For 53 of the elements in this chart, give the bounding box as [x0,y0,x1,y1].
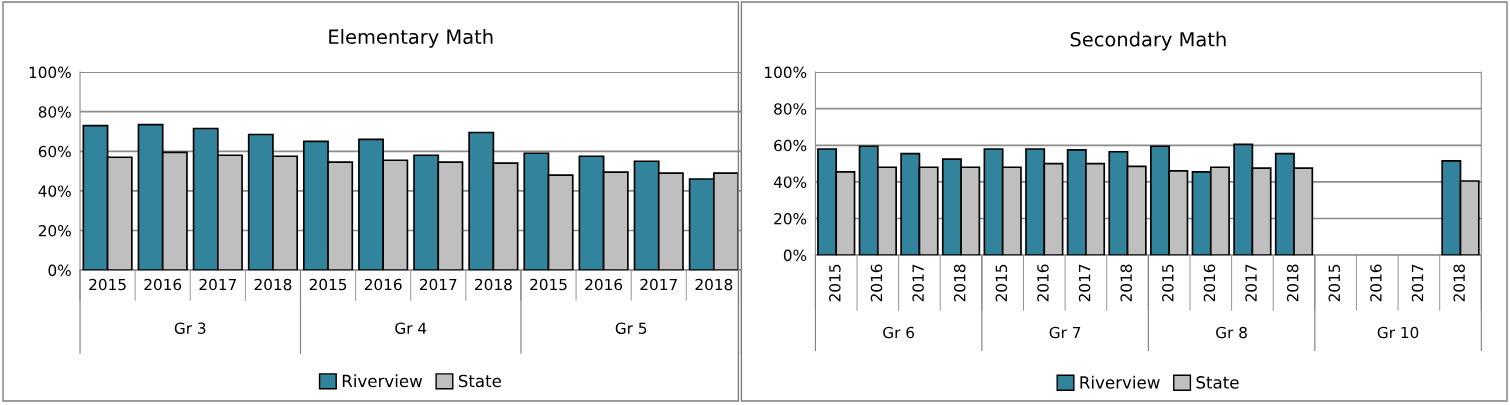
x-tick-label: 2015 [530,278,567,291]
x-tick-label: 2017 [1078,264,1091,302]
x-tick-label: 2015 [309,278,347,291]
x-tick-label: 2018 [475,278,512,291]
legend-label: Riverview [342,374,423,388]
y-tick-label: 0% [783,249,807,262]
text: Gr 7 [1049,326,1081,339]
y-tick-label: 100% [765,66,807,79]
x-tick-label: 2016 [1037,264,1049,302]
legend-label: State [458,374,502,388]
x-tick-label: 2016 [1203,264,1216,302]
y-tick-label: 0% [48,264,71,277]
x-tick-label: 2017 [1245,264,1257,302]
y-tick-label: 20% [774,213,807,225]
chart-title: Elementary Math [329,29,493,48]
text: Gr 4 [395,322,427,334]
y-tick-label: 60% [38,145,71,158]
x-tick-label: 2018 [1120,264,1132,302]
text: Gr 10 [1377,326,1419,339]
y-tick-label: 60% [774,139,807,152]
y-tick-label: 80% [774,103,807,115]
x-tick-label: 2016 [1370,264,1382,302]
y-tick-label: 20% [38,224,71,237]
x-tick-label: 2015 [89,278,126,291]
x-tick-label: 2017 [1411,264,1424,302]
legend-label: State [1196,376,1239,389]
x-tick-label: 2018 [1286,264,1299,302]
x-tick-label: 2015 [995,264,1008,302]
x-tick-label: 2016 [144,278,182,291]
x-tick-label: 2016 [364,278,402,291]
x-tick-label: 2018 [254,278,292,291]
chart-title: Secondary Math [1070,31,1226,51]
y-tick-label: 100% [29,66,71,79]
x-tick-label: 2015 [1162,264,1174,302]
x-tick-label: 2017 [419,278,457,291]
y-tick-label: 40% [773,176,807,188]
x-tick-label: 2016 [870,264,883,302]
text: Gr 8 [1216,326,1247,339]
x-tick-label: 2018 [1453,264,1465,302]
y-tick-label: 80% [38,106,71,118]
text: Gr 5 [615,322,647,334]
text: Gr 3 [174,322,206,334]
y-tick-label: 40% [38,185,71,197]
x-tick-label: 2017 [199,278,236,291]
x-tick-label: 2015 [829,264,841,302]
x-tick-label: 2017 [640,278,677,291]
x-tick-label: 2017 [912,264,924,302]
text: Gr 6 [883,326,915,339]
x-tick-label: 2018 [695,278,733,291]
x-tick-label: 2015 [1328,264,1341,302]
legend-label: Riverview [1080,375,1160,389]
x-tick-label: 2016 [585,278,623,291]
x-tick-label: 2018 [953,264,966,302]
